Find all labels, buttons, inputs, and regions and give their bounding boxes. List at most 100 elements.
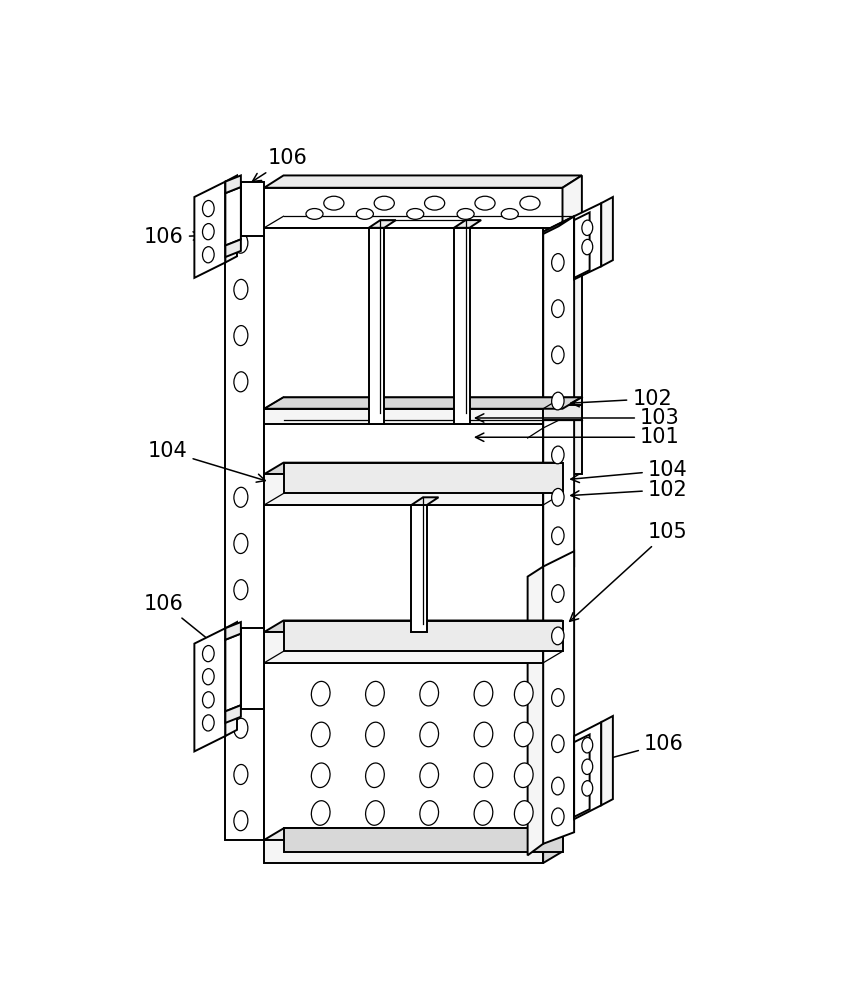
Polygon shape [412, 497, 439, 505]
Ellipse shape [374, 196, 394, 210]
Ellipse shape [552, 488, 564, 506]
Polygon shape [528, 567, 543, 855]
Polygon shape [264, 632, 543, 663]
Ellipse shape [474, 722, 493, 747]
Polygon shape [264, 620, 562, 632]
Polygon shape [226, 175, 241, 193]
Ellipse shape [552, 777, 564, 795]
Ellipse shape [552, 689, 564, 706]
Polygon shape [264, 188, 562, 228]
Polygon shape [264, 397, 582, 409]
Polygon shape [284, 493, 562, 620]
Polygon shape [284, 405, 582, 420]
Ellipse shape [552, 300, 564, 317]
Polygon shape [226, 239, 241, 257]
Ellipse shape [203, 715, 214, 731]
Ellipse shape [552, 254, 564, 271]
Ellipse shape [312, 681, 330, 706]
Ellipse shape [420, 681, 439, 706]
Ellipse shape [234, 764, 248, 785]
Polygon shape [195, 182, 226, 278]
Ellipse shape [501, 209, 519, 219]
Ellipse shape [424, 196, 445, 210]
Text: 104: 104 [571, 460, 688, 483]
Ellipse shape [306, 209, 323, 219]
Ellipse shape [234, 233, 248, 253]
Polygon shape [543, 828, 562, 863]
Ellipse shape [520, 196, 540, 210]
Polygon shape [574, 734, 589, 817]
Ellipse shape [420, 763, 439, 788]
Ellipse shape [234, 718, 248, 738]
Polygon shape [241, 628, 264, 709]
Polygon shape [369, 220, 396, 228]
Ellipse shape [420, 722, 439, 747]
Ellipse shape [552, 627, 564, 645]
Text: 104: 104 [148, 441, 265, 482]
Polygon shape [264, 651, 562, 663]
Ellipse shape [514, 722, 533, 747]
Ellipse shape [312, 801, 330, 825]
Ellipse shape [552, 392, 564, 410]
Ellipse shape [582, 738, 593, 753]
Ellipse shape [457, 209, 474, 219]
Ellipse shape [234, 811, 248, 831]
Polygon shape [528, 232, 543, 592]
Polygon shape [284, 216, 582, 474]
Polygon shape [369, 228, 384, 424]
Ellipse shape [552, 585, 564, 602]
Polygon shape [574, 722, 601, 819]
Ellipse shape [234, 326, 248, 346]
Polygon shape [284, 620, 562, 651]
Ellipse shape [234, 580, 248, 600]
Text: 102: 102 [571, 389, 672, 409]
Ellipse shape [365, 763, 384, 788]
Polygon shape [412, 505, 427, 632]
Ellipse shape [203, 247, 214, 263]
Ellipse shape [312, 722, 330, 747]
Polygon shape [264, 463, 562, 474]
Ellipse shape [312, 763, 330, 788]
Ellipse shape [582, 759, 593, 774]
Polygon shape [264, 175, 582, 188]
Ellipse shape [356, 209, 373, 219]
Ellipse shape [582, 220, 593, 235]
Ellipse shape [475, 196, 495, 210]
Ellipse shape [365, 722, 384, 747]
Text: 106: 106 [144, 227, 201, 247]
Ellipse shape [582, 239, 593, 255]
Polygon shape [562, 175, 582, 228]
Polygon shape [528, 216, 574, 242]
Text: 106: 106 [144, 594, 224, 652]
Polygon shape [226, 175, 237, 262]
Ellipse shape [365, 681, 384, 706]
Polygon shape [264, 409, 543, 424]
Polygon shape [226, 195, 284, 209]
Polygon shape [264, 663, 543, 840]
Ellipse shape [234, 672, 248, 692]
Ellipse shape [234, 487, 248, 507]
Ellipse shape [203, 200, 214, 217]
Ellipse shape [234, 533, 248, 554]
Polygon shape [226, 209, 264, 840]
Polygon shape [284, 828, 562, 852]
Polygon shape [601, 197, 613, 266]
Ellipse shape [552, 735, 564, 753]
Text: 101: 101 [476, 427, 679, 447]
Text: 103: 103 [476, 408, 679, 428]
Ellipse shape [407, 209, 424, 219]
Ellipse shape [203, 224, 214, 240]
Polygon shape [454, 228, 470, 424]
Polygon shape [226, 622, 241, 640]
Polygon shape [284, 463, 562, 493]
Ellipse shape [552, 446, 564, 464]
Polygon shape [574, 203, 601, 279]
Polygon shape [264, 828, 562, 840]
Polygon shape [226, 187, 241, 246]
Ellipse shape [474, 681, 493, 706]
Polygon shape [454, 220, 481, 228]
Ellipse shape [365, 801, 384, 825]
Ellipse shape [514, 763, 533, 788]
Ellipse shape [552, 346, 564, 364]
Ellipse shape [203, 692, 214, 708]
